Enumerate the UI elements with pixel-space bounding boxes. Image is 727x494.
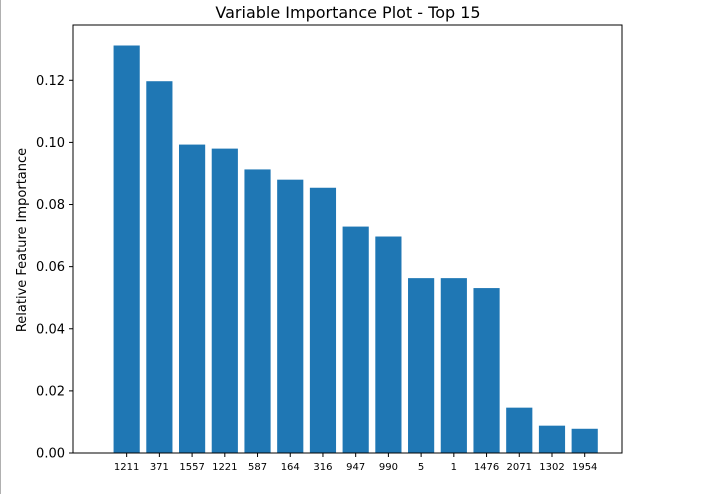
y-tick-label: 0.06 <box>36 260 65 275</box>
x-tick-label: 1476 <box>474 462 499 473</box>
x-tick-label: 1221 <box>212 462 237 473</box>
bars-group <box>113 45 598 454</box>
y-axis-label: Relative Feature Importance <box>15 148 30 332</box>
bar-990 <box>375 236 402 453</box>
x-tick-label: 947 <box>346 462 365 473</box>
bar-1 <box>440 278 467 453</box>
x-tick-label: 1954 <box>572 462 597 473</box>
bar-2071 <box>506 407 533 453</box>
window-left-edge <box>0 0 1 494</box>
y-tick-label: 0.08 <box>36 198 65 213</box>
x-tick-label: 5 <box>418 462 424 473</box>
x-ticks-group: 1211 371 1557 1221 587 164 316 947 990 5 1 1476 2071… <box>114 453 597 473</box>
x-tick-label: 164 <box>281 462 300 473</box>
bar-5 <box>408 278 435 453</box>
x-tick-label: 1557 <box>179 462 204 473</box>
y-tick-label: 0.00 <box>36 447 65 462</box>
x-tick-label: 587 <box>248 462 267 473</box>
bar-1302 <box>538 425 566 453</box>
y-ticks-group: 0.00 0.02 0.04 0.06 0.08 0.10 0.12 <box>36 74 73 462</box>
y-tick-label: 0.04 <box>36 322 65 337</box>
bar-1476 <box>473 288 500 453</box>
x-tick-label: 316 <box>313 462 332 473</box>
bar-371 <box>146 81 173 453</box>
x-tick-label: 1302 <box>539 462 564 473</box>
chart-title: Variable Importance Plot - Top 15 <box>215 3 480 22</box>
y-tick-label: 0.12 <box>36 74 65 89</box>
plot-frame <box>72 24 623 454</box>
y-tick-label: 0.10 <box>36 136 65 151</box>
x-tick-label: 1 <box>451 462 457 473</box>
bar-164 <box>277 179 304 454</box>
y-tick-label: 0.02 <box>36 384 65 399</box>
bar-1221 <box>211 148 238 454</box>
bar-587 <box>244 169 271 454</box>
bar-947 <box>342 226 369 453</box>
bar-316 <box>309 187 337 453</box>
x-tick-label: 2071 <box>507 462 532 473</box>
x-tick-label: 1211 <box>114 462 139 473</box>
bar-1954 <box>571 428 598 453</box>
bar-1211 <box>113 45 140 454</box>
x-tick-label: 990 <box>379 462 398 473</box>
x-tick-label: 371 <box>150 462 169 473</box>
bar-1557 <box>179 144 206 453</box>
